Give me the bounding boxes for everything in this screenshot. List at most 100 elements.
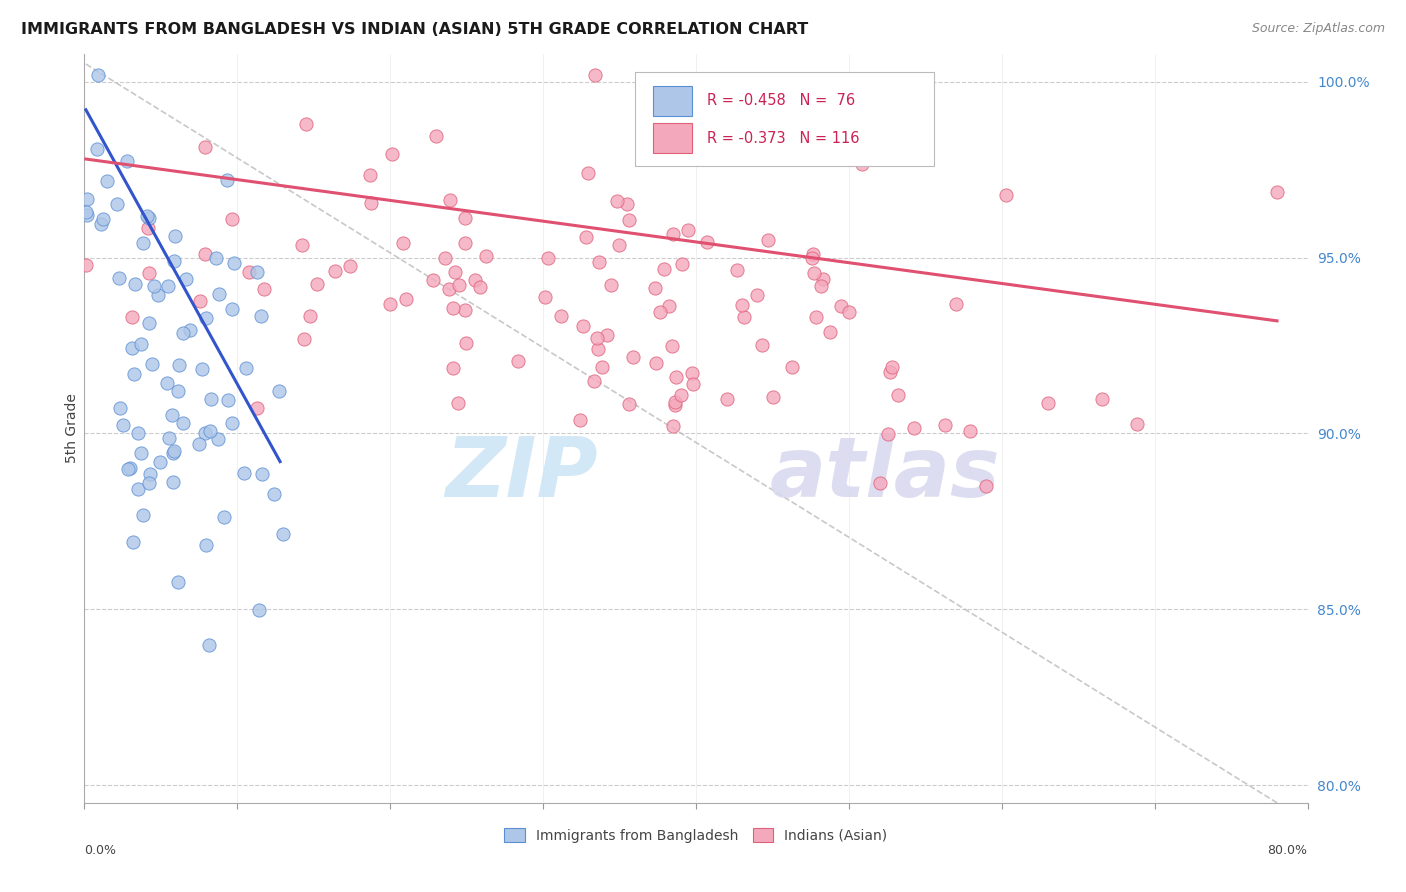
Point [142, 278, 165, 293]
Point [818, 326, 841, 340]
Point [105, 196, 128, 211]
Point [395, 292, 418, 306]
Point [468, 280, 491, 294]
Point [810, 278, 832, 293]
Point [806, 310, 828, 324]
Point [869, 475, 891, 490]
Point [212, 510, 235, 524]
Point [108, 401, 131, 416]
Point [222, 256, 245, 270]
Point [1036, 395, 1059, 409]
Point [156, 279, 179, 293]
Point [1091, 392, 1114, 407]
Point [271, 527, 294, 541]
Point [253, 281, 276, 295]
Point [115, 154, 138, 169]
Point [250, 309, 273, 323]
Point [696, 235, 718, 249]
Point [91, 211, 114, 226]
Point [607, 237, 630, 252]
Point [307, 277, 329, 291]
Point [441, 301, 464, 315]
Point [583, 374, 606, 388]
Point [734, 121, 756, 136]
Point [198, 638, 221, 652]
Point [208, 287, 231, 301]
Point [586, 331, 609, 345]
Point [756, 233, 779, 247]
Point [645, 356, 668, 370]
Point [149, 455, 172, 469]
Point [568, 413, 591, 427]
Text: 0.0%: 0.0% [84, 844, 117, 857]
Point [117, 461, 139, 475]
Point [550, 309, 572, 323]
Legend: Immigrants from Bangladesh, Indians (Asian): Immigrants from Bangladesh, Indians (Asi… [499, 822, 893, 848]
Point [464, 273, 486, 287]
Point [616, 197, 638, 211]
Point [425, 129, 447, 144]
Point [586, 342, 609, 356]
Point [157, 431, 180, 445]
Point [121, 341, 143, 355]
Point [454, 336, 477, 351]
Point [652, 262, 675, 277]
Point [162, 409, 184, 423]
Point [86, 142, 108, 156]
Point [207, 432, 229, 446]
Point [360, 195, 382, 210]
Point [994, 188, 1017, 202]
Point [661, 418, 683, 433]
Point [221, 301, 243, 316]
Point [945, 297, 967, 311]
Text: atlas: atlas [769, 433, 1000, 514]
Point [378, 297, 401, 311]
Point [163, 229, 186, 244]
Point [122, 367, 145, 381]
Point [1265, 185, 1288, 199]
Point [138, 475, 160, 490]
Point [661, 339, 683, 353]
Point [191, 362, 214, 376]
Point [138, 317, 160, 331]
Point [838, 304, 860, 318]
Point [731, 298, 754, 312]
Point [187, 437, 209, 451]
Point [934, 418, 956, 433]
Point [669, 388, 692, 402]
Point [537, 251, 560, 265]
Text: IMMIGRANTS FROM BANGLADESH VS INDIAN (ASIAN) 5TH GRADE CORRELATION CHART: IMMIGRANTS FROM BANGLADESH VS INDIAN (AS… [21, 22, 808, 37]
Point [292, 332, 315, 346]
Point [741, 142, 763, 156]
Text: Source: ZipAtlas.com: Source: ZipAtlas.com [1251, 22, 1385, 36]
Point [359, 168, 381, 182]
Point [664, 395, 686, 409]
Point [127, 425, 149, 440]
Point [247, 603, 270, 617]
Point [323, 263, 346, 277]
Point [141, 357, 163, 371]
Point [644, 281, 666, 295]
Bar [654, 86, 692, 116]
Point [221, 212, 243, 227]
Point [122, 535, 145, 549]
Point [600, 278, 623, 293]
Point [475, 249, 498, 263]
Point [215, 173, 238, 187]
Point [880, 359, 903, 374]
Point [269, 384, 291, 398]
Point [662, 227, 685, 241]
Point [665, 370, 688, 384]
Point [194, 140, 217, 154]
Point [682, 377, 704, 392]
Point [129, 446, 152, 460]
Point [439, 193, 461, 207]
Point [200, 424, 222, 438]
Point [238, 265, 260, 279]
Point [163, 253, 186, 268]
Point [959, 424, 981, 438]
Point [188, 294, 211, 309]
Point [433, 251, 456, 265]
Point [671, 257, 693, 271]
Y-axis label: 5th Grade: 5th Grade [65, 393, 79, 463]
